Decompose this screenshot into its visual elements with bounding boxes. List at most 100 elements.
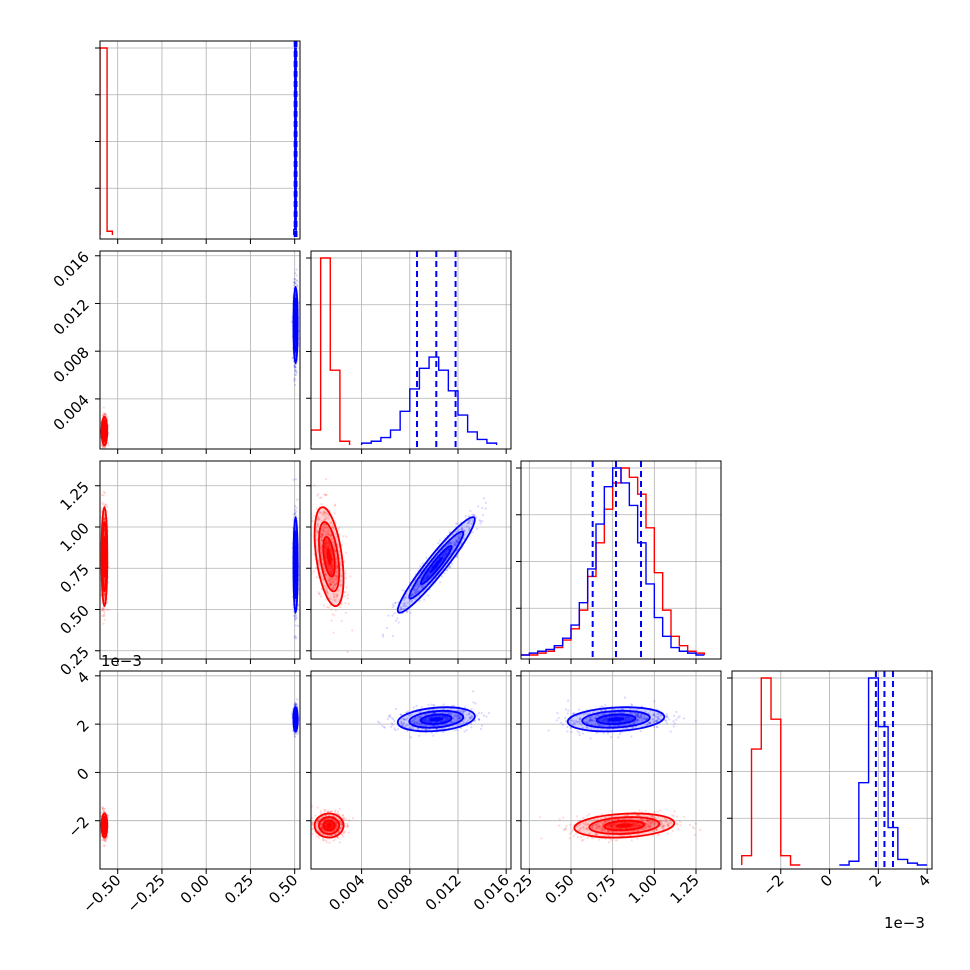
sample-point: [101, 501, 104, 504]
sample-point: [334, 549, 337, 552]
sample-point: [106, 505, 109, 508]
sample-point: [327, 533, 330, 536]
sample-point: [344, 611, 347, 615]
sample-point: [402, 607, 405, 611]
sample-point: [452, 541, 456, 544]
sample-point: [319, 546, 322, 550]
sample-point: [101, 807, 104, 810]
sample-point: [330, 577, 333, 580]
sample-point: [102, 454, 104, 456]
sample-point: [334, 575, 337, 578]
sample-point: [329, 583, 333, 586]
sample-point: [414, 588, 417, 591]
sample-point: [404, 596, 407, 600]
sample-point: [455, 541, 458, 544]
sample-point: [477, 505, 480, 508]
sample-point: [294, 624, 297, 627]
sample-point: [103, 593, 106, 596]
panel-0-0: [95, 40, 301, 244]
sample-point: [103, 519, 106, 522]
sample-point: [403, 602, 406, 605]
sample-point: [465, 525, 469, 528]
sample-point: [336, 565, 339, 568]
sample-point: [321, 532, 324, 535]
sample-point: [393, 612, 396, 615]
sample-point: [317, 518, 320, 521]
sample-point: [416, 583, 419, 586]
sample-point: [458, 534, 461, 537]
sample-point: [337, 545, 340, 549]
sample-point: [103, 413, 106, 417]
sample-point: [468, 520, 471, 523]
sample-point: [329, 583, 332, 586]
sample-point: [394, 601, 397, 604]
sample-point: [324, 514, 327, 517]
sample-point: [324, 517, 327, 520]
sample-point: [418, 583, 421, 587]
sample-point: [296, 624, 300, 628]
sample-point: [106, 442, 109, 445]
sample-point: [330, 577, 334, 580]
sample-point: [351, 629, 354, 632]
sample-point: [450, 562, 454, 565]
sample-point: [314, 566, 318, 569]
sample-point: [332, 528, 336, 531]
sample-point: [102, 494, 105, 497]
sample-point: [296, 284, 299, 287]
sample-point: [475, 527, 479, 530]
sample-point: [448, 531, 451, 534]
sample-point: [103, 516, 106, 519]
sample-point: [324, 587, 327, 590]
sample-point: [385, 626, 389, 630]
sample-point: [323, 493, 326, 496]
sample-point: [328, 582, 332, 586]
sample-point: [473, 514, 476, 517]
sample-point: [332, 593, 335, 596]
sample-point: [415, 585, 418, 588]
sample-point: [484, 507, 487, 510]
sample-point: [456, 522, 459, 525]
sample-point: [101, 609, 105, 612]
sample-point: [460, 527, 463, 530]
sample-point: [330, 534, 333, 537]
sample-point: [324, 526, 327, 529]
sample-point: [103, 533, 106, 536]
sample-point: [414, 598, 417, 601]
sample-point: [102, 807, 105, 810]
sample-point: [294, 704, 297, 707]
sample-point: [478, 519, 481, 522]
sample-point: [292, 513, 295, 516]
sample-point: [323, 526, 326, 529]
sample-point: [336, 570, 339, 573]
sample-point: [334, 583, 337, 586]
sample-point: [336, 578, 339, 581]
sample-point: [295, 371, 298, 374]
sample-point: [293, 379, 296, 383]
sample-point: [457, 536, 460, 539]
sample-point: [294, 365, 297, 368]
sample-point: [101, 414, 104, 417]
sample-point: [318, 592, 321, 595]
sample-point: [315, 507, 318, 511]
sample-point: [335, 581, 338, 585]
sample-point: [459, 536, 462, 539]
sample-point: [325, 573, 328, 576]
sample-point: [317, 493, 320, 496]
sample-point: [107, 609, 110, 612]
sample-point: [320, 545, 323, 548]
sample-point: [410, 593, 413, 597]
sample-point: [102, 614, 105, 617]
sample-point: [326, 526, 329, 529]
sample-point: [391, 603, 394, 606]
sample-point: [291, 357, 294, 360]
sample-point: [293, 364, 296, 367]
sample-point: [293, 513, 296, 516]
sample-point: [330, 582, 333, 585]
sample-point: [322, 566, 326, 569]
sample-point: [107, 424, 110, 427]
sample-point: [330, 619, 333, 622]
sample-point: [339, 579, 343, 582]
sample-point: [406, 601, 409, 605]
sample-point: [391, 606, 394, 609]
sample-point: [331, 523, 334, 526]
